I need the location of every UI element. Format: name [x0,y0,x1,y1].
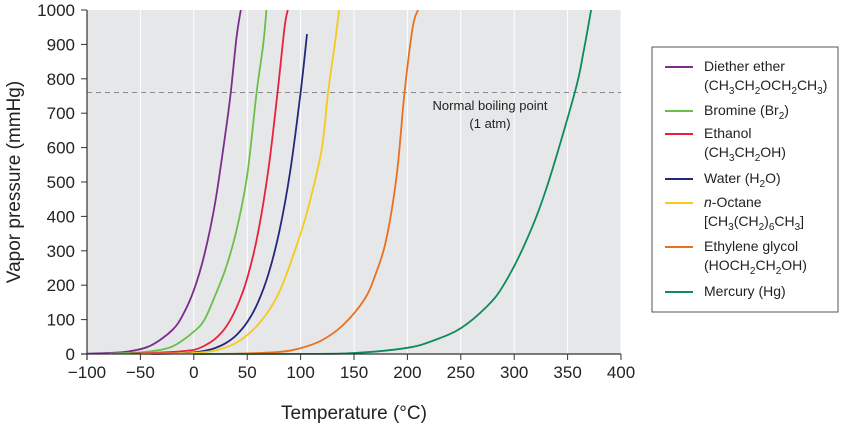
series-lines [87,10,592,355]
y-tick-label: 900 [47,35,75,54]
series-line-n-octane [140,10,340,355]
legend-formula-ethanol: (CH3CH2OH) [704,144,786,164]
y-tick-label: 0 [66,345,75,364]
legend-formula-ethylene-glycol: (HOCH2CH2OH) [704,257,807,277]
axes: 0 100 200 300 400 500 600 700 800 900 1000 −100 −50 0… [37,1,635,382]
series-line-bromine [108,10,268,355]
x-tick-label: 250 [447,363,475,382]
x-tick-label: 0 [189,363,198,382]
x-tick-label: 400 [607,363,635,382]
series-line-diether-ether [87,10,242,355]
x-tick-label: −50 [126,363,155,382]
legend-label-diether-ether: Diether ether [704,58,785,74]
x-tick-label: 200 [393,363,421,382]
y-tick-label: 700 [47,104,75,123]
legend-label-n-octane: n-Octane [704,194,762,210]
series-line-mercury [193,10,592,355]
y-tick-label: 300 [47,242,75,261]
y-tick-label: 400 [47,207,75,226]
x-tick-label: 300 [500,363,528,382]
series-line-ethanol [129,10,289,355]
grid-lines [139,10,622,354]
legend: Diether ether (CH3CH2OCH2CH3) Bromine (Br2… [651,46,839,313]
y-tick-label: 100 [47,311,75,330]
y-tick-label: 600 [47,139,75,158]
legend-formula-diether-ether: (CH3CH2OCH2CH3) [704,77,827,97]
reference-line-group: Normal boiling point (1 atm) [87,92,621,131]
legend-label-ethanol: Ethanol [704,125,751,141]
series-line-ethylene-glycol [193,10,419,355]
y-tick-label: 1000 [37,1,75,20]
legend-label-water: Water (H2O) [704,170,781,190]
legend-label-ethylene-glycol: Ethylene glycol [704,238,798,254]
x-axis-label: Temperature (°C) [281,403,427,424]
y-tick-label: 200 [47,276,75,295]
x-tick-label: 100 [286,363,314,382]
legend-formula-n-octane: [CH3(CH2)6CH3] [704,213,804,233]
reference-line-sublabel: (1 atm) [469,116,510,131]
legend-label-mercury: Mercury (Hg) [704,283,786,299]
x-tick-label: 150 [340,363,368,382]
x-tick-label: −100 [68,363,106,382]
x-tick-label: 50 [238,363,257,382]
y-tick-label: 800 [47,70,75,89]
y-axis-label: Vapor pressure (mmHg) [4,81,25,283]
x-tick-label: 350 [553,363,581,382]
y-tick-label: 500 [47,173,75,192]
legend-label-bromine: Bromine (Br2) [704,102,789,122]
reference-line-label: Normal boiling point [433,98,548,113]
